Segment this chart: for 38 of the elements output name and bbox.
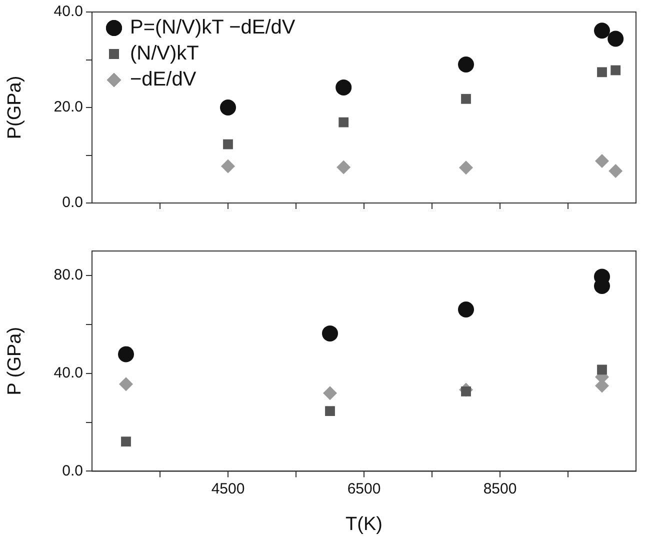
point: [459, 160, 473, 175]
point: [121, 436, 131, 447]
point: [336, 79, 352, 96]
point: [458, 56, 474, 73]
y-tick-label: 80.0: [54, 266, 83, 284]
point: [323, 386, 337, 400]
x-tick-label: 6500: [347, 480, 381, 498]
y-axis-title: P(GPa): [4, 76, 26, 140]
y-tick-label: 20.0: [54, 98, 83, 116]
legend-label: (N/V)kT: [130, 42, 199, 65]
point: [119, 377, 133, 392]
point: [461, 94, 471, 104]
x-tick-label: 4500: [211, 480, 245, 498]
point: [223, 139, 233, 150]
y-tick-label: 40.0: [54, 3, 83, 20]
x-tick-label: 8500: [483, 480, 517, 498]
point: [221, 159, 235, 174]
point: [458, 301, 474, 318]
point: [325, 406, 335, 416]
point: [336, 160, 351, 174]
point: [597, 67, 607, 78]
legend-label: −dE/dV: [130, 68, 197, 91]
x-axis-title: T(K): [346, 514, 382, 535]
y-axis-title: P (GPa): [4, 326, 26, 396]
point: [597, 364, 607, 375]
point: [610, 65, 621, 76]
point: [322, 325, 338, 342]
point: [608, 30, 624, 47]
point: [594, 22, 610, 39]
point: [608, 164, 623, 178]
y-tick-label: 0.0: [62, 194, 83, 212]
y-tick-label: 0.0: [62, 462, 83, 480]
point: [220, 100, 236, 116]
point: [118, 346, 134, 362]
legend-label: P=(N/V)kT −dE/dV: [130, 16, 296, 39]
point: [338, 117, 349, 128]
y-tick-label: 40.0: [54, 364, 83, 382]
point: [595, 154, 609, 168]
